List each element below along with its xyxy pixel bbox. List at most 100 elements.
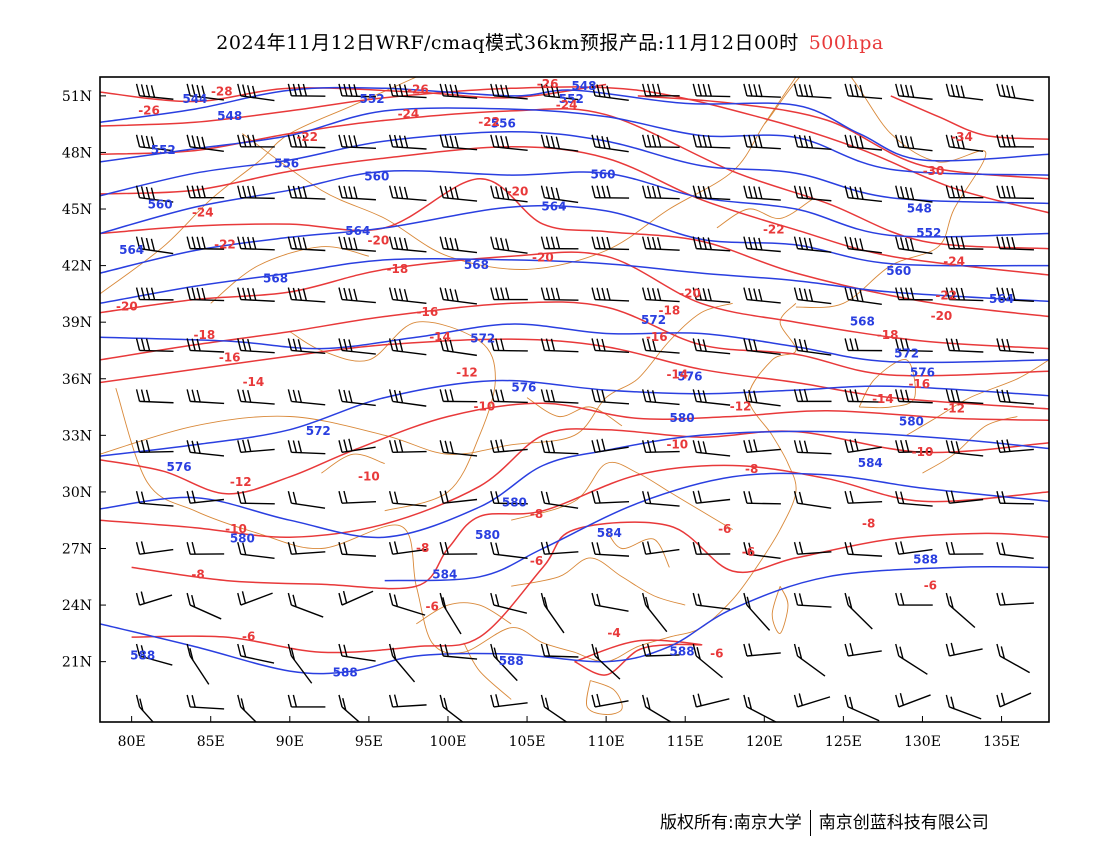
wind-barb	[844, 185, 882, 203]
height-label: 552	[151, 143, 176, 157]
temperature-label: -12	[456, 366, 478, 380]
wind-barb	[135, 185, 174, 203]
wind-barb	[591, 134, 629, 153]
temperature-label: -20	[532, 251, 554, 265]
wind-barb	[996, 338, 1034, 354]
wind-barb	[641, 338, 680, 354]
wind-barb	[186, 389, 225, 405]
wind-barb	[844, 541, 883, 557]
wind-barb	[540, 592, 565, 634]
temperature-label: -10	[666, 437, 688, 451]
temperature-label: -26	[537, 77, 559, 91]
wind-barb	[338, 643, 376, 662]
wind-barb	[540, 389, 579, 404]
wind-barb	[895, 338, 933, 353]
wind-barb	[388, 389, 427, 407]
wind-barb	[135, 591, 173, 606]
lat-axis: 51N 48N 45N 42N 39N 36N 33N 30N 27N 24N 21N	[62, 89, 106, 671]
wind-barb	[135, 287, 174, 301]
wind-barb	[641, 592, 668, 633]
height-label: 564	[541, 200, 566, 214]
wind-barb	[287, 236, 326, 252]
temperature-label: -18	[659, 303, 681, 317]
wind-barb	[338, 590, 374, 606]
lon-tick-label: 95E	[355, 734, 383, 750]
wind-barb	[945, 592, 976, 629]
height-label: 576	[677, 369, 702, 383]
wind-barb	[439, 287, 478, 305]
boundary-line	[511, 461, 733, 530]
wind-barb	[844, 338, 883, 352]
boundary-line	[321, 453, 385, 474]
wind-barb	[996, 83, 1034, 102]
wind-barb	[641, 694, 673, 722]
height-label: 588	[913, 552, 938, 566]
lon-axis: 80E 85E 90E 95E 100E 105E 110E 115E 120E 125E 130E…	[118, 716, 1020, 750]
temperature-label: -26	[138, 103, 160, 117]
wind-barb	[439, 83, 478, 99]
wind-barb	[793, 236, 832, 253]
wind-barb	[895, 185, 933, 203]
wind-barb	[135, 389, 174, 404]
temperature-label: -16	[219, 351, 241, 365]
map-frame	[99, 76, 1050, 723]
wind-barb	[186, 694, 225, 710]
height-label: 564	[345, 224, 370, 238]
wind-barb	[439, 541, 478, 555]
wind-barb	[743, 541, 781, 559]
wind-barb	[439, 389, 478, 403]
boundary-line	[463, 642, 512, 700]
wind-barb	[338, 694, 361, 722]
temperature-label: -16	[417, 305, 439, 319]
wind-barb	[237, 338, 275, 354]
lat-tick-label: 48N	[62, 145, 92, 161]
wind-barb	[338, 490, 376, 504]
temperature-contour	[100, 402, 1049, 495]
wind-barb	[135, 491, 174, 507]
height-label: 576	[511, 381, 536, 395]
wind-barb	[490, 694, 528, 708]
wind-barb	[996, 592, 1034, 606]
wind-barb	[844, 438, 882, 453]
boundary-line	[210, 246, 369, 304]
wind-barb	[996, 541, 1034, 559]
height-label: 584	[858, 456, 883, 470]
height-label: 548	[907, 202, 932, 216]
lon-tick-label: 120E	[746, 734, 783, 750]
wind-barb	[135, 643, 173, 666]
boundary-line	[526, 397, 623, 427]
wind-barb	[439, 134, 478, 151]
wind-barb	[844, 490, 883, 504]
wind-barb	[388, 236, 427, 253]
wind-barb	[338, 134, 376, 150]
copyright-footer: 版权所有:南京大学 南京创蓝科技有限公司	[660, 808, 989, 836]
wind-barb	[591, 389, 630, 405]
wind-barb	[844, 287, 882, 305]
wind-barb	[388, 439, 427, 454]
wind-barb	[793, 185, 832, 202]
wind-barb	[591, 438, 629, 453]
height-label: 584	[597, 526, 622, 540]
wind-barb	[895, 287, 933, 301]
wind-barb	[692, 134, 731, 149]
wind-barb	[844, 643, 882, 657]
wind-barb	[186, 440, 225, 457]
wind-barb	[439, 490, 478, 504]
lat-tick-label: 24N	[62, 598, 92, 614]
wind-barb	[439, 185, 478, 202]
lon-tick-label: 135E	[983, 734, 1020, 750]
wind-barb	[641, 439, 680, 454]
height-contour	[100, 86, 1049, 162]
height-label: 576	[167, 460, 192, 474]
wind-barb	[439, 694, 464, 722]
wind-barb	[388, 287, 427, 304]
wind-barb	[895, 592, 933, 606]
wind-barb	[338, 389, 376, 407]
height-label: 588	[333, 665, 358, 679]
title-level: 500hpa	[808, 32, 884, 54]
wind-barb	[743, 389, 781, 407]
wind-barb	[540, 236, 579, 250]
wind-barb	[743, 694, 778, 722]
wind-barb	[743, 236, 781, 253]
boundary-line	[242, 77, 797, 270]
